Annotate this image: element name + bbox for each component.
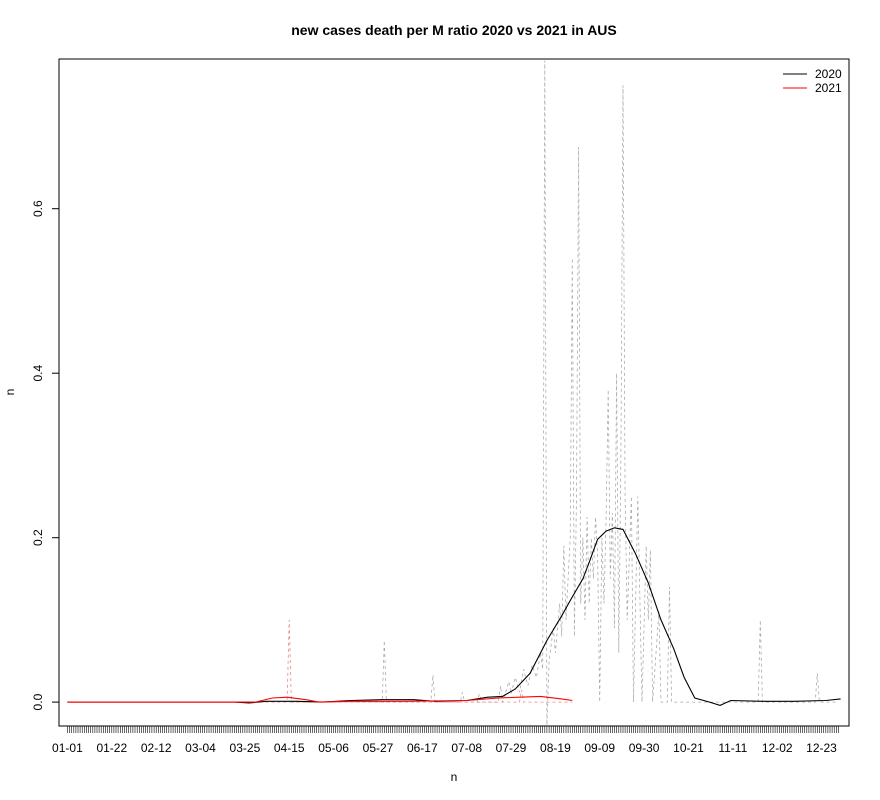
x-tick-label: 11-11 [718,741,747,755]
x-tick-label: 09-09 [584,741,615,755]
x-tick-label: 02-12 [141,741,172,755]
y-tick-label: 0.4 [31,365,45,382]
x-tick-label: 05-27 [363,741,394,755]
y-tick-label: 0.0 [31,693,45,710]
x-tick-label: 07-29 [496,741,527,755]
series-layer [67,60,841,726]
x-tick-label: 05-06 [318,741,349,755]
x-tick-label: 08-19 [540,741,571,755]
x-tick-label: 01-22 [96,741,127,755]
y-tick-label: 0.2 [31,529,45,546]
y-axis: 0.0 0.2 0.4 0.6 [31,200,59,710]
x-tick-label: 12-02 [762,741,793,755]
x-tick-label: 03-25 [230,741,261,755]
series-line-2021 [67,695,573,703]
legend-label-2021: 2021 [815,81,842,95]
daily-values-dashed-line-0 [67,60,839,726]
series-line-2020 [67,527,841,706]
x-tick-label: 10-21 [673,741,704,755]
x-daily-tick-marks [67,726,839,733]
plot-frame [58,58,850,727]
daily-values-dashed-line-1 [67,619,573,703]
x-tick-label: 01-01 [52,741,83,755]
x-tick-label: 04-15 [274,741,305,755]
x-axis: 01-01 01-22 02-12 03-04 03-25 04-15 05-06 05-27… [52,741,837,755]
chart-title: new cases death per M ratio 2020 vs 2021… [291,22,617,38]
x-axis-minor-ticks [67,726,839,733]
x-tick-label: 03-04 [185,741,216,755]
y-tick-label: 0.6 [31,200,45,217]
x-axis-label: n [451,770,458,784]
x-tick-label: 07-08 [451,741,482,755]
x-tick-label: 12-23 [806,741,837,755]
x-tick-label: 06-17 [407,741,438,755]
x-tick-label: 09-30 [629,741,660,755]
y-axis-label: n [3,389,17,396]
legend-label-2020: 2020 [815,67,842,81]
legend: 2020 2021 [783,67,842,95]
